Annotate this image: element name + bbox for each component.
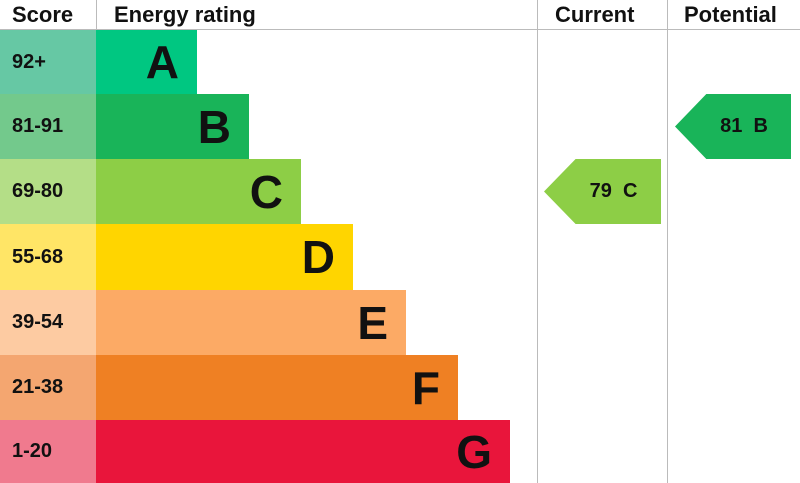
band-bar-e: E — [96, 290, 406, 355]
score-g: 1-20 — [0, 420, 96, 483]
band-bar-d: D — [96, 224, 353, 290]
score-c: 69-80 — [0, 159, 96, 224]
score-b: 81-91 — [0, 94, 96, 159]
column-divider — [667, 0, 668, 483]
column-divider — [96, 0, 97, 30]
score-header: Score — [12, 2, 74, 27]
potential-header: Potential — [684, 2, 777, 27]
current-header: Current — [555, 2, 635, 27]
column-divider — [537, 0, 538, 483]
score-a: 92+ — [0, 30, 96, 94]
band-bar-b: B — [96, 94, 249, 159]
header-divider — [0, 29, 800, 30]
band-bar-a: A — [96, 30, 197, 94]
potential-rating-arrow: 81 B — [675, 94, 791, 159]
current-rating-arrow: 79 C — [544, 159, 661, 224]
score-d: 55-68 — [0, 224, 96, 290]
energy-rating-header: Energy rating — [114, 2, 256, 27]
band-bar-c: C — [96, 159, 301, 224]
score-e: 39-54 — [0, 290, 96, 355]
score-f: 21-38 — [0, 355, 96, 420]
band-bar-g: G — [96, 420, 510, 483]
current-rating-label: 79 C — [589, 180, 638, 202]
potential-rating-label: 81 B — [720, 115, 768, 137]
band-bar-f: F — [96, 355, 458, 420]
